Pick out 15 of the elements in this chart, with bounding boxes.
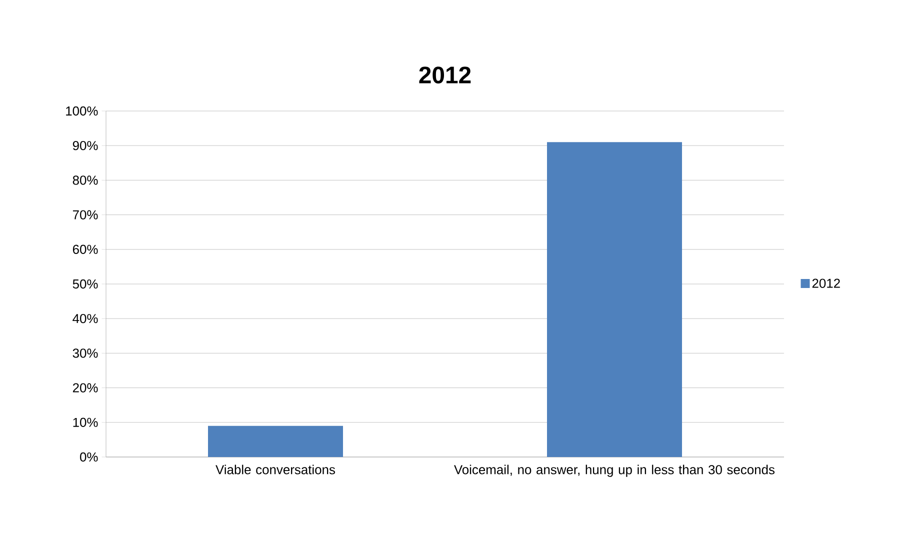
y-tick-label: 0%	[80, 452, 98, 462]
y-tick-label: 50%	[72, 279, 98, 289]
y-tick-label: 40%	[72, 314, 98, 324]
x-tick-label: Viable conversations	[216, 464, 336, 474]
y-tick-label: 30%	[72, 348, 98, 358]
legend-label: 2012	[812, 278, 840, 288]
y-tick-label: 100%	[66, 106, 98, 116]
y-tick-label: 60%	[72, 244, 98, 254]
y-tick-label: 10%	[73, 418, 98, 427]
chart-title: 2012	[419, 66, 471, 84]
y-tick-label: 80%	[72, 176, 98, 185]
y-tick-label: 20%	[72, 383, 98, 392]
y-tick-label: 90%	[72, 141, 98, 150]
y-tick-label: 70%	[72, 210, 98, 220]
x-tick-label: Voicemail, no answer, hung up in less than 30 seconds	[454, 464, 775, 477]
